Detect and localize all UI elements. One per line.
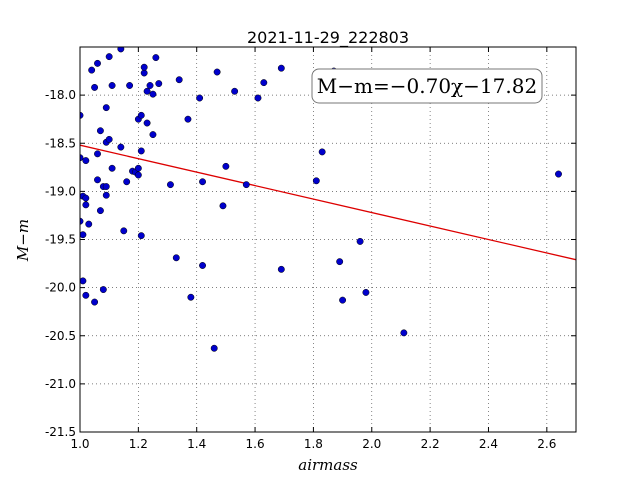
data-point xyxy=(199,262,206,269)
x-tick-labels: 1.0 1.2 1.4 1.6 1.8 2.0 2.2 2.4 2.6 xyxy=(70,437,556,451)
data-point xyxy=(196,94,204,102)
x-tick-label: 1.4 xyxy=(187,437,206,451)
data-point xyxy=(175,76,183,84)
x-tick-label: 2.2 xyxy=(421,437,440,451)
data-point xyxy=(108,164,116,172)
annotation-box xyxy=(311,68,543,104)
data-point xyxy=(80,277,87,285)
y-tick-label: -19.0 xyxy=(45,184,76,198)
data-point xyxy=(146,82,154,89)
data-point xyxy=(312,177,320,185)
y-tick-label: -20.5 xyxy=(45,329,76,343)
x-tick-label: 1.8 xyxy=(304,437,323,451)
data-point xyxy=(91,83,99,91)
x-tick-label: 1.2 xyxy=(129,437,148,451)
x-tick-label: 2.4 xyxy=(479,437,498,451)
data-point xyxy=(123,178,131,186)
y-tick-labels: -18.0 -18.5 -19.0 -19.5 -20.0 -20.5 -21.0 -21.5 xyxy=(45,88,76,439)
data-point xyxy=(149,131,157,139)
data-point xyxy=(140,69,148,77)
data-point xyxy=(187,293,195,301)
y-tick-label: -20.0 xyxy=(45,281,76,295)
data-point xyxy=(88,66,96,74)
data-point xyxy=(134,171,142,179)
axis-ticks xyxy=(79,47,576,433)
data-points xyxy=(80,47,562,352)
y-tick-label: -18.0 xyxy=(45,88,76,102)
data-point xyxy=(137,111,145,119)
data-point xyxy=(80,231,87,239)
data-point xyxy=(108,82,116,89)
data-point xyxy=(149,90,157,98)
grid-lines xyxy=(79,47,576,433)
chart-title: 2021-11-29_222803 xyxy=(247,28,409,48)
data-point xyxy=(336,258,344,266)
fit-annotation: M−m=−0.70χ−17.82 xyxy=(311,68,543,104)
data-point xyxy=(400,329,408,337)
data-point xyxy=(99,286,107,293)
x-axis-label: airmass xyxy=(298,456,358,474)
data-point xyxy=(82,194,90,202)
data-point xyxy=(82,291,90,299)
data-point xyxy=(318,148,326,156)
data-point xyxy=(172,254,180,262)
data-point xyxy=(356,237,364,245)
data-point xyxy=(155,80,163,88)
data-point xyxy=(184,115,192,123)
data-point xyxy=(91,298,99,306)
data-point xyxy=(117,47,125,53)
data-point xyxy=(143,87,151,95)
data-point xyxy=(105,53,113,61)
y-tick-label: -18.5 xyxy=(45,136,76,150)
data-point xyxy=(102,104,110,112)
data-point xyxy=(140,63,148,71)
data-point xyxy=(222,162,230,170)
data-point xyxy=(96,207,104,215)
x-tick-label: 2.0 xyxy=(362,437,381,451)
data-point xyxy=(260,79,268,87)
data-point xyxy=(555,170,562,178)
fit-line-group xyxy=(80,144,576,261)
x-tick-label: 2.6 xyxy=(537,437,556,451)
data-point xyxy=(85,220,93,228)
y-tick-label: -21.5 xyxy=(45,425,76,439)
data-point xyxy=(126,82,134,89)
data-point xyxy=(242,181,250,189)
data-point xyxy=(199,178,206,186)
data-point xyxy=(94,59,101,67)
data-point xyxy=(96,127,104,135)
annotation-text: M−m=−0.70χ−17.82 xyxy=(317,74,537,98)
data-point xyxy=(143,119,151,127)
x-tick-label: 1.0 xyxy=(70,437,89,451)
data-point xyxy=(82,157,90,165)
y-tick-label: -21.0 xyxy=(45,377,76,391)
data-point xyxy=(219,202,227,210)
data-point xyxy=(82,201,90,209)
data-point xyxy=(102,191,110,199)
data-point xyxy=(362,288,370,296)
data-point xyxy=(117,143,125,151)
data-point xyxy=(120,227,128,235)
y-axis-label: M−m xyxy=(14,219,32,262)
data-point xyxy=(213,68,221,76)
data-point xyxy=(231,87,239,95)
data-point xyxy=(134,164,142,172)
data-point xyxy=(166,181,174,189)
data-point xyxy=(137,147,145,155)
data-point xyxy=(254,94,262,102)
data-point xyxy=(94,176,101,184)
x-tick-label: 1.6 xyxy=(246,437,265,451)
data-point xyxy=(105,135,113,143)
y-tick-label: -19.5 xyxy=(45,233,76,247)
data-point xyxy=(277,265,285,273)
data-point xyxy=(102,183,110,191)
fit-line xyxy=(80,144,576,261)
data-point xyxy=(210,344,218,352)
data-point xyxy=(152,54,160,62)
data-point xyxy=(277,64,285,72)
data-point xyxy=(339,296,347,304)
data-point xyxy=(137,232,145,240)
data-point xyxy=(94,150,101,158)
